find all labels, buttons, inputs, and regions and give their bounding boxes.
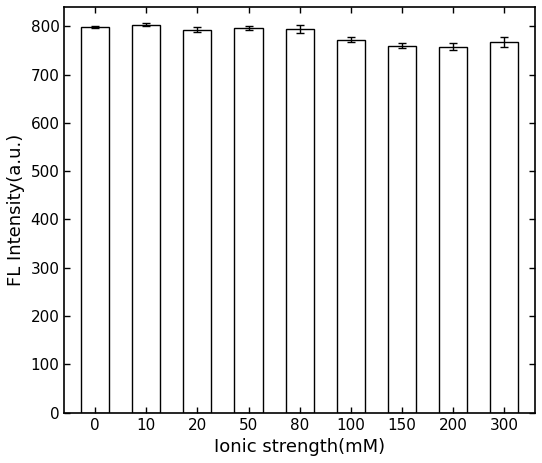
Bar [132, 25, 160, 413]
Bar [286, 29, 314, 413]
Bar [337, 40, 365, 413]
Bar [235, 28, 263, 413]
Bar [81, 27, 109, 413]
X-axis label: Ionic strength(mM): Ionic strength(mM) [214, 438, 385, 456]
Bar [388, 45, 416, 413]
Bar [183, 30, 211, 413]
Y-axis label: FL Intensity(a.u.): FL Intensity(a.u.) [7, 134, 25, 286]
Bar [439, 47, 467, 413]
Bar [491, 42, 519, 413]
